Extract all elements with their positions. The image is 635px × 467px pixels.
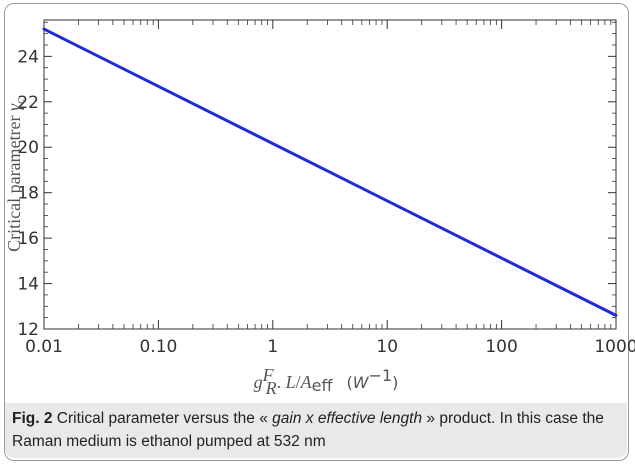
x-ticks: 0.01 0.10 1 10 100 1000 bbox=[25, 20, 635, 357]
caption-background bbox=[5, 403, 627, 458]
x-tick-label: 1000 bbox=[594, 337, 635, 357]
x-tick-label: 1 bbox=[267, 337, 278, 357]
x-tick-label: 100 bbox=[485, 337, 517, 357]
series-group bbox=[42, 27, 618, 317]
y-tick-label: 14 bbox=[17, 275, 39, 295]
caption-text-italic: gain x effective length bbox=[272, 410, 423, 427]
y-ticks: 12 14 16 18 20 22 24 bbox=[17, 21, 616, 340]
y-tick-label: 12 bbox=[17, 320, 39, 340]
y-axis-label: Critical parametrer γc bbox=[4, 98, 27, 252]
x-tick-label: 10 bbox=[376, 337, 398, 357]
y-tick-label: 18 bbox=[17, 184, 39, 204]
caption-text-post: » product. In this case the Raman medium… bbox=[12, 410, 604, 450]
series-line bbox=[42, 27, 618, 317]
x-axis-label: gF R. L/Aeff (W−1) bbox=[254, 365, 399, 398]
plot-frame bbox=[43, 19, 617, 330]
figure-frame bbox=[4, 3, 629, 461]
y-tick-label: 20 bbox=[17, 138, 39, 158]
caption-fig-label: Fig. 2 bbox=[12, 410, 53, 427]
x-tick-label: 0.10 bbox=[139, 337, 177, 357]
x-tick-label: 0.01 bbox=[25, 337, 63, 357]
figure-caption: Fig. 2 Critical parameter versus the « g… bbox=[12, 407, 624, 453]
y-tick-label: 22 bbox=[17, 93, 39, 113]
y-tick-label: 16 bbox=[17, 229, 39, 249]
caption-text-pre: Critical parameter versus the « bbox=[52, 410, 273, 427]
y-tick-label: 24 bbox=[17, 47, 39, 67]
